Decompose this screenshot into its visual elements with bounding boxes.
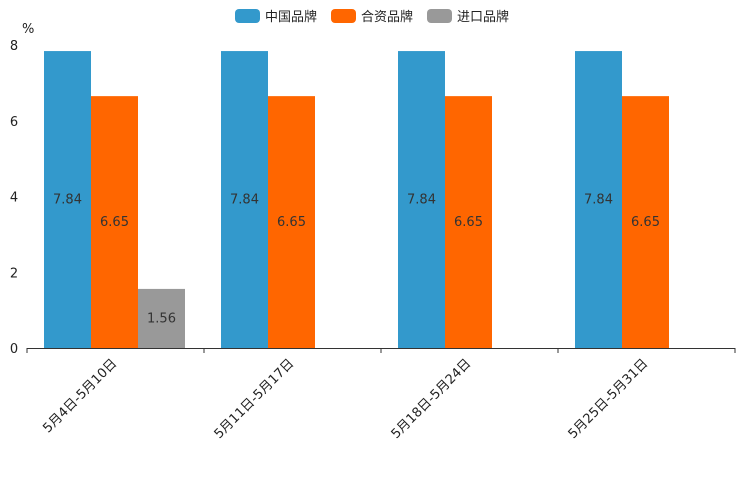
- y-tick-label: 0: [10, 342, 18, 357]
- legend-item[interactable]: 合资品牌: [331, 9, 413, 25]
- legend-label: 进口品牌: [457, 9, 509, 25]
- bars: 7.84 7.84 7.84 7.84 6.65 6.65 6.65 6.65 1.56: [44, 51, 669, 349]
- legend-item[interactable]: 中国品牌: [235, 9, 317, 25]
- y-tick-label: 8: [10, 39, 18, 54]
- bar-value-label: 6.65: [454, 215, 483, 230]
- legend: 中国品牌 合资品牌 进口品牌: [235, 9, 509, 25]
- legend-label: 合资品牌: [361, 9, 413, 25]
- bar-value-label: 6.65: [631, 215, 660, 230]
- legend-item[interactable]: 进口品牌: [427, 9, 509, 25]
- y-axis-label: %: [22, 22, 34, 37]
- bar: [138, 288, 185, 348]
- bar: [268, 96, 315, 348]
- bar-value-label: 7.84: [53, 193, 82, 208]
- bar-value-label: 7.84: [407, 193, 436, 208]
- legend-label: 中国品牌: [265, 9, 317, 25]
- x-tick-label: 5月25日-5月31日: [566, 356, 652, 442]
- x-tick-label: 5月18日-5月24日: [389, 356, 475, 442]
- bar: [91, 96, 138, 348]
- bar: [221, 51, 268, 349]
- legend-swatch: [427, 9, 452, 23]
- bar: [44, 51, 91, 349]
- x-tick-label: 5月11日-5月17日: [212, 356, 298, 442]
- bar: [398, 51, 445, 349]
- bar: [622, 96, 669, 348]
- y-axis: 0 2 4 6 8: [10, 39, 18, 357]
- y-tick-label: 2: [10, 266, 18, 281]
- bar-value-label: 6.65: [100, 215, 129, 230]
- bar-value-label: 7.84: [584, 193, 613, 208]
- bar: [575, 51, 622, 349]
- y-tick-label: 4: [10, 191, 18, 206]
- legend-swatch: [331, 9, 356, 23]
- legend-swatch: [235, 9, 260, 23]
- bar-value-label: 6.65: [277, 215, 306, 230]
- x-tick-label: 5月4日-5月10日: [40, 356, 120, 436]
- y-tick-label: 6: [10, 115, 18, 130]
- bar: [445, 96, 492, 348]
- x-axis: 5月4日-5月10日 5月11日-5月17日 5月18日-5月24日 5月25日-5月…: [26, 348, 736, 442]
- bar-value-label: 1.56: [147, 311, 176, 326]
- bar-value-label: 7.84: [230, 193, 259, 208]
